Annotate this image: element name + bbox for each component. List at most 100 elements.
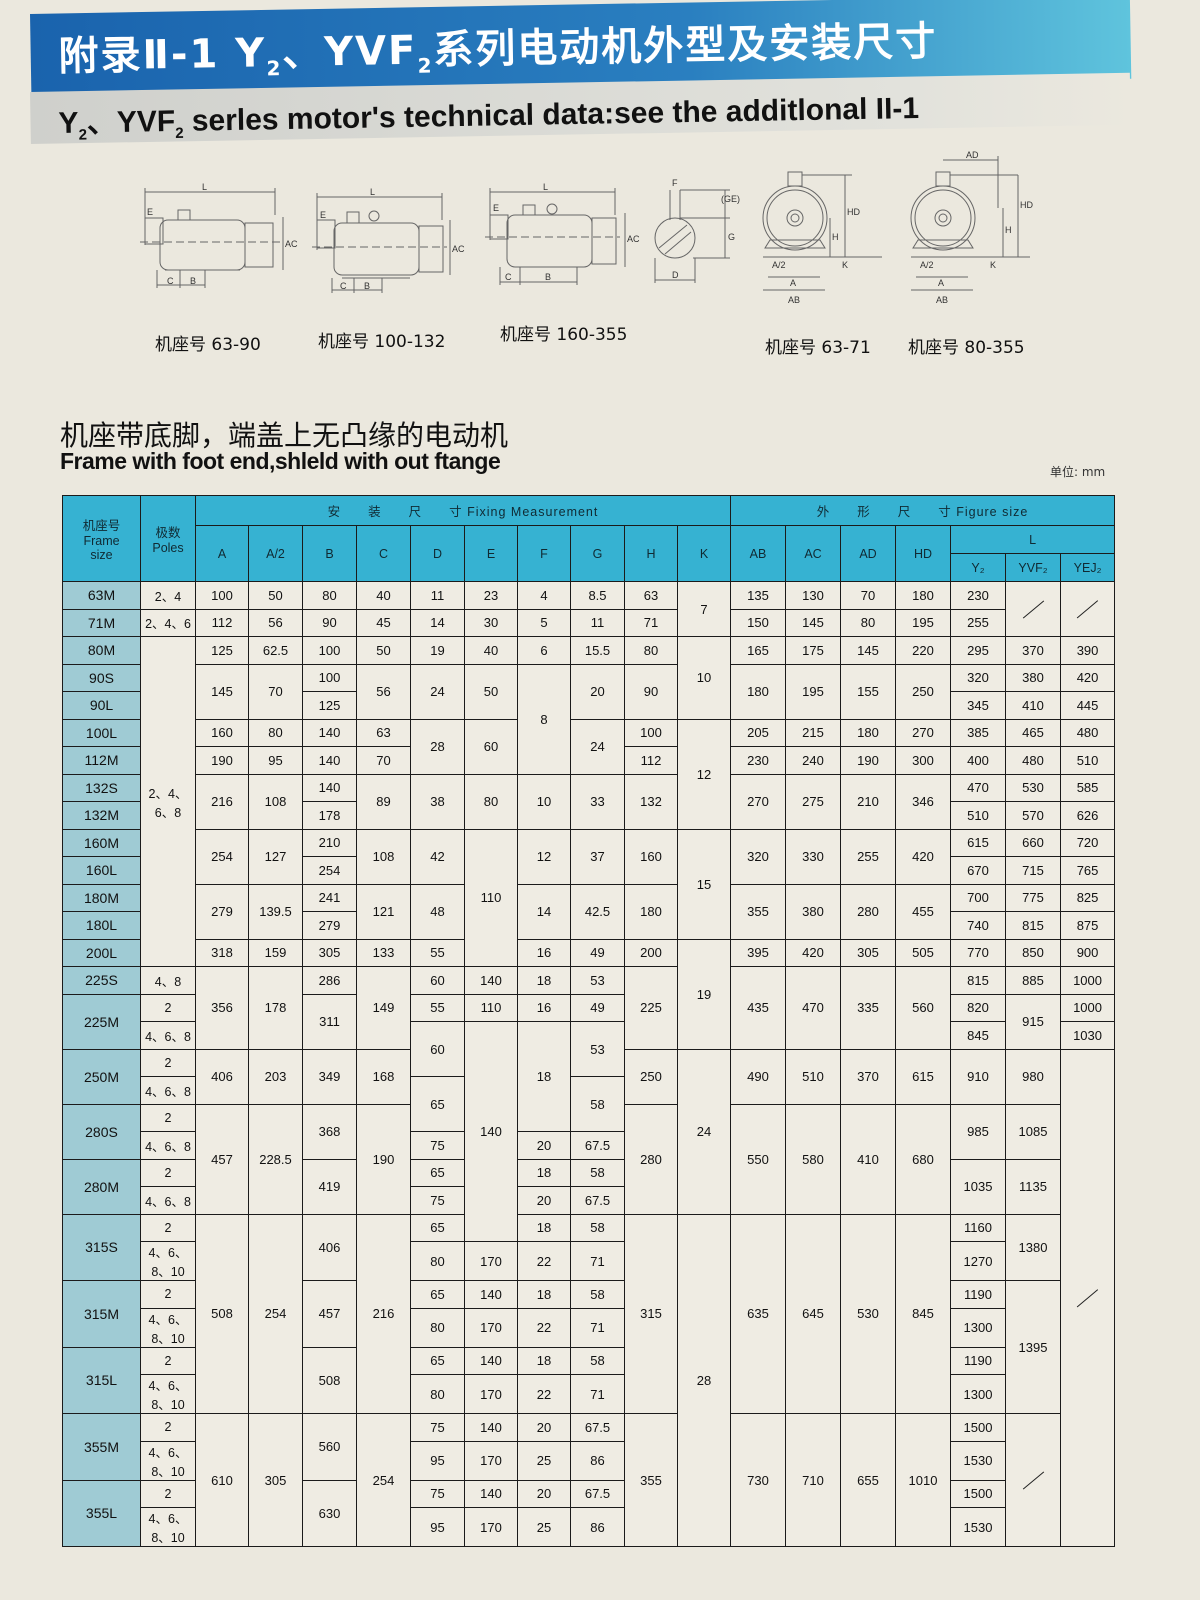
table-cell: 71 — [570, 1241, 625, 1281]
table-cell: 28 — [677, 1213, 731, 1547]
table-cell: 145 — [195, 663, 249, 720]
table-cell: 420 — [785, 938, 841, 967]
table-cell: 100 — [302, 636, 357, 665]
table-cell: 140 — [464, 1479, 518, 1508]
header-frame: 机座号 Frame size — [62, 495, 141, 582]
table-cell: 168 — [356, 1048, 411, 1105]
table-cell: 95 — [410, 1507, 465, 1547]
table-row: 160L 254 670 715 765 — [62, 856, 1116, 885]
table-cell: 89 — [356, 773, 411, 830]
table-cell: 1300 — [950, 1374, 1006, 1414]
table-cell: 140 — [302, 773, 357, 802]
label-F: F — [672, 178, 678, 188]
table-cell: 200 — [624, 938, 678, 967]
table-cell: 100 — [302, 663, 357, 692]
table-row: 90S 145 70 100 56 24 50 8 20 90 180 195 155 250 320 380… — [62, 663, 1116, 775]
table-cell: 457 — [302, 1280, 357, 1348]
table-cell: 40 — [464, 636, 518, 665]
table-cell: 130 — [785, 581, 841, 610]
table-cell: 626 — [1059, 801, 1116, 830]
label-K: K — [990, 260, 996, 270]
table-cell: 356 — [195, 966, 249, 1050]
table-cell: 132 — [624, 773, 678, 830]
table-row: 315L 2 508 65 140 18 58 1190 — [62, 1346, 1115, 1414]
header-col-l-sub: YVF₂ — [1005, 553, 1061, 582]
table-cell: 75 — [410, 1186, 465, 1215]
table-cell: 18 — [517, 1021, 571, 1132]
table-cell: 23 — [464, 581, 518, 610]
frame-size-cell: 250M — [62, 1048, 141, 1105]
table-cell: 149 — [356, 966, 411, 1050]
table-cell: 65 — [410, 1158, 465, 1187]
table-row: 4、6、8、10 80 170 22 71 1300 — [63, 1307, 1115, 1348]
table-cell: 355 — [730, 883, 786, 940]
table-cell: 1530 — [950, 1440, 1006, 1481]
label-A: A — [790, 278, 796, 288]
title-subscript: 2 — [266, 56, 283, 81]
table-cell: 900 — [1059, 938, 1116, 967]
diagram-side-view-160-355: L E AC C B — [485, 182, 640, 299]
table-cell: 1190 — [950, 1280, 1006, 1309]
label-G: G — [728, 232, 735, 242]
label-C: C — [505, 272, 512, 282]
table-cell: 435 — [730, 966, 786, 1050]
poles-cell: 2 — [140, 1213, 196, 1242]
table-cell: 12 — [677, 718, 731, 830]
table-cell: 127 — [248, 828, 303, 885]
table-cell: 700 — [950, 883, 1006, 912]
table-header: 机座号 Frame size 极数 Poles 安 装 尺 寸 Fixing M… — [62, 495, 1116, 582]
title-part: 附录Ⅱ-1 Y — [58, 30, 267, 80]
table-cell: 15.5 — [570, 636, 625, 665]
table-row: 4、6、8、10 80 170 22 71 1300 — [63, 1374, 1115, 1414]
table-cell: 400 — [950, 746, 1006, 775]
table-cell: 55 — [410, 993, 465, 1022]
table-cell: 1085 — [1005, 1103, 1061, 1160]
table-row: 4、6、8 65 58 — [63, 1076, 1115, 1132]
table-cell: 67.5 — [570, 1413, 625, 1442]
label-A-half: A/2 — [772, 260, 786, 270]
frame-size-cell: 132S — [62, 773, 141, 802]
table-row: 225M 2 311 55 110 16 49 820 915 1000 — [62, 993, 1116, 1050]
header-col-f: F — [517, 525, 571, 582]
table-cell: 67.5 — [570, 1479, 625, 1508]
header-poles-en: Poles — [152, 541, 184, 555]
frame-size-cell: 315L — [62, 1346, 141, 1414]
table-cell: 815 — [950, 966, 1006, 995]
table-cell: 815 — [1005, 911, 1061, 940]
table-cell: 1395 — [1005, 1280, 1061, 1414]
table-cell: 250 — [624, 1048, 678, 1105]
header-col-hd: HD — [895, 525, 951, 582]
section-title-en: Frame with foot end,shleld with out ftan… — [60, 448, 501, 474]
table-row: 355L 2 630 75 140 20 67.5 1500 — [62, 1479, 1115, 1547]
table-cell: 60 — [410, 1021, 465, 1077]
header-frame-en2: size — [90, 548, 113, 562]
header-col-e: E — [464, 525, 518, 582]
frame-size-cell: 225S — [62, 966, 141, 995]
table-cell: 22 — [517, 1374, 571, 1414]
table-cell: 24 — [677, 1048, 731, 1215]
table-cell: 715 — [1005, 856, 1061, 885]
header-frame-en: Frame — [83, 534, 120, 548]
table-cell: 254 — [356, 1413, 411, 1547]
table-cell: 820 — [950, 993, 1006, 1022]
table-cell: 230 — [950, 581, 1006, 610]
table-cell: 60 — [410, 966, 465, 995]
table-cell: 420 — [895, 828, 951, 885]
table-row: 4、6、8、10 80 170 22 71 1270 — [63, 1241, 1115, 1281]
table-cell: 25 — [517, 1440, 571, 1481]
table-cell: 660 — [1005, 828, 1061, 857]
table-cell: 457 — [195, 1103, 249, 1215]
table-cell: 8.5 — [570, 581, 625, 610]
table-cell: 985 — [950, 1103, 1006, 1160]
table-cell: 58 — [570, 1213, 625, 1242]
table-row: 4、6、8、10 95 170 25 86 1530 — [63, 1440, 1115, 1481]
table-cell: 885 — [1005, 966, 1061, 995]
table-cell: 108 — [356, 828, 411, 885]
table-cell: 20 — [517, 1479, 571, 1508]
table-cell: 280 — [840, 883, 896, 940]
label-AC: AC — [285, 239, 298, 249]
table-cell: 19 — [410, 636, 465, 665]
table-cell: 58 — [570, 1280, 625, 1309]
table-cell: 40 — [356, 581, 411, 610]
table-cell: 1010 — [895, 1413, 951, 1547]
